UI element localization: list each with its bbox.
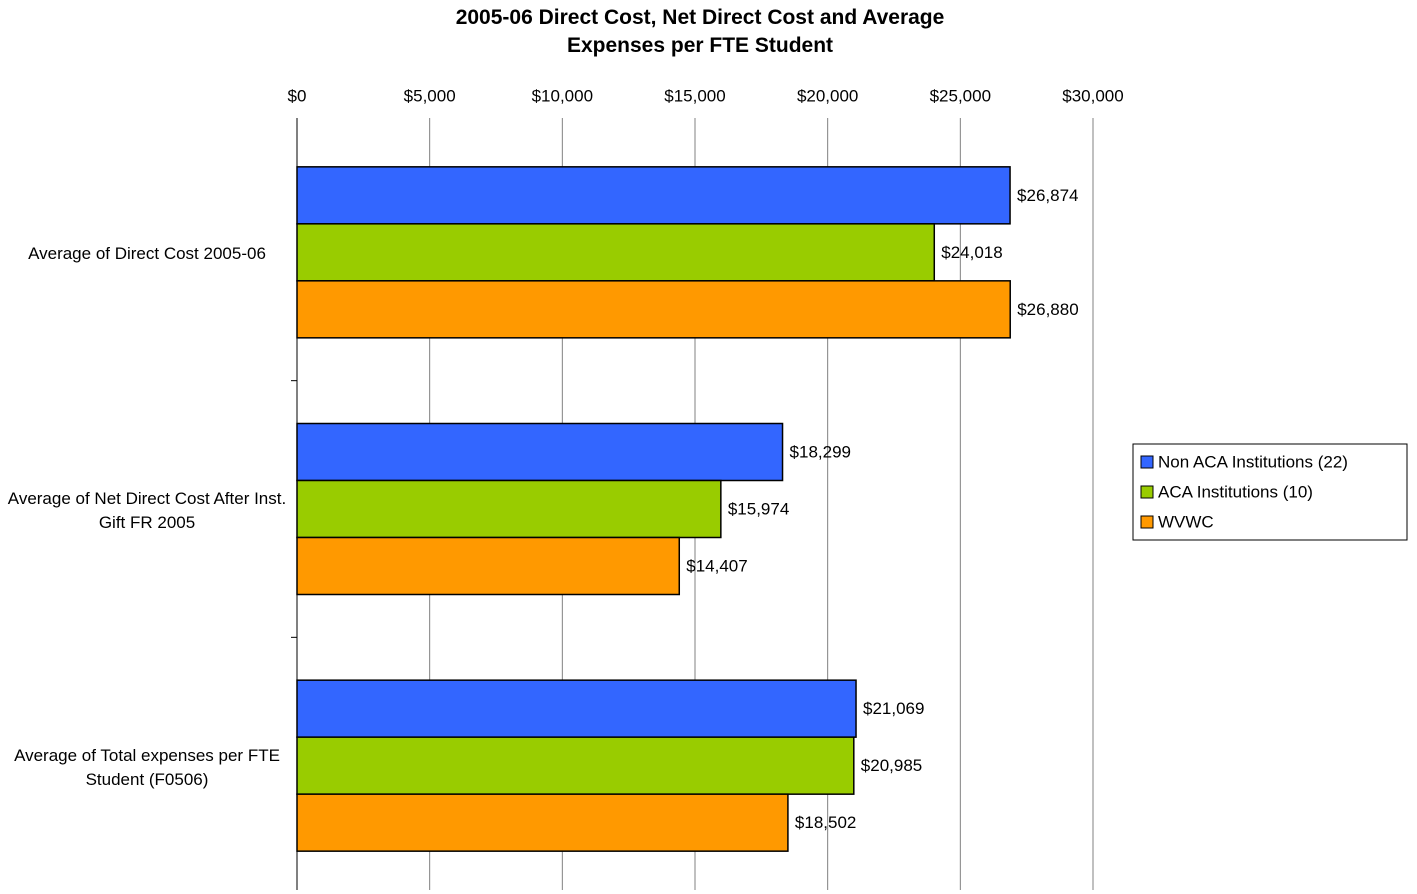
legend-box xyxy=(1132,443,1408,541)
bar xyxy=(296,536,681,596)
x-tick-label: $25,000 xyxy=(930,86,991,105)
legend-swatch xyxy=(1140,455,1154,469)
x-tick-label: $5,000 xyxy=(404,86,456,105)
x-tick-label: $30,000 xyxy=(1062,86,1123,105)
bar xyxy=(296,422,784,482)
bar xyxy=(296,679,857,738)
chart-title: 2005-06 Direct Cost, Net Direct Cost and… xyxy=(455,6,945,57)
legend-label: Non ACA Institutions (22) xyxy=(1158,452,1348,471)
y-tick-label: Average of Net Direct Cost After Inst. G… xyxy=(7,489,287,532)
value-label: $14,407 xyxy=(686,556,747,575)
value-label: $26,874 xyxy=(1017,186,1078,205)
value-label: $20,985 xyxy=(861,756,922,775)
value-label: $18,299 xyxy=(790,442,851,461)
bar xyxy=(296,736,855,795)
legend-label: ACA Institutions (10) xyxy=(1158,482,1313,501)
value-label: $18,502 xyxy=(795,813,856,832)
bar xyxy=(296,280,1011,339)
x-tick-label: $20,000 xyxy=(797,86,858,105)
value-label: $24,018 xyxy=(941,243,1002,262)
y-tick-label: Average of Total expenses per FTE Studen… xyxy=(14,745,280,789)
value-label: $26,880 xyxy=(1017,300,1078,319)
bar xyxy=(296,223,936,282)
legend-swatch xyxy=(1140,515,1154,529)
bar xyxy=(296,793,789,852)
legend-swatch xyxy=(1140,485,1154,499)
value-label: $21,069 xyxy=(863,699,924,718)
legend-label: WVWC xyxy=(1158,512,1214,531)
value-label: $15,974 xyxy=(728,499,789,518)
y-tick-label: Average of Direct Cost 2005-06 xyxy=(28,244,266,264)
bar xyxy=(296,166,1011,225)
bar xyxy=(296,479,722,539)
x-tick-label: $0 xyxy=(288,86,307,105)
x-tick-label: $15,000 xyxy=(664,86,725,105)
x-tick-label: $10,000 xyxy=(532,86,593,105)
